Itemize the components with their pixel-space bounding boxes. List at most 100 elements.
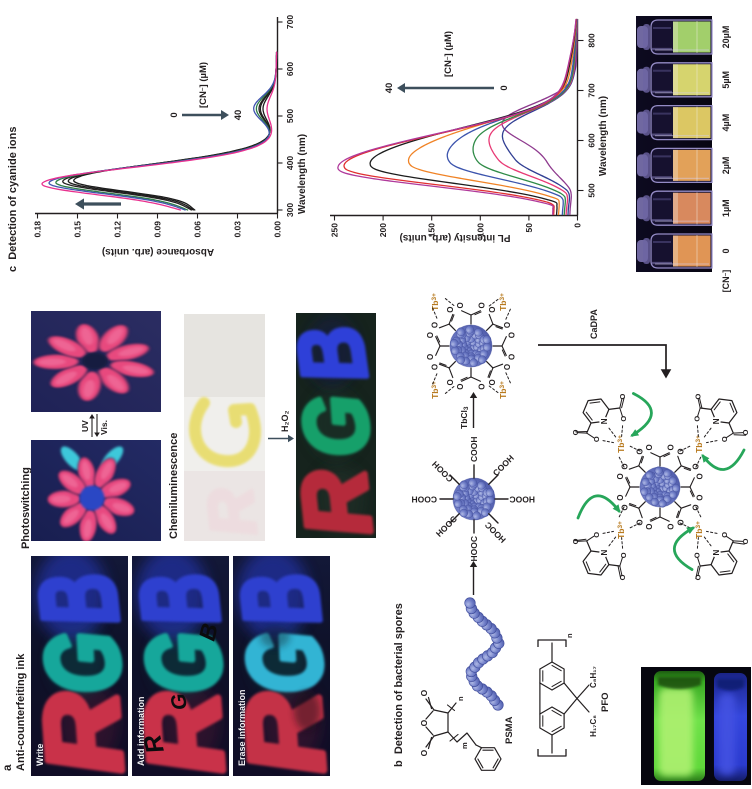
svg-text:200: 200 (378, 223, 388, 237)
svg-text:C₈H₁₇: C₈H₁₇ (589, 666, 598, 688)
svg-text:O: O (693, 574, 702, 580)
svg-text:40: 40 (233, 110, 244, 121)
svg-text:PFO: PFO (600, 692, 611, 712)
svg-text:Tb3+: Tb3+ (498, 381, 508, 399)
svg-text:0: 0 (573, 223, 583, 228)
svg-text:G: G (167, 692, 192, 711)
svg-text:700: 700 (285, 15, 295, 29)
svg-text:N: N (712, 418, 721, 424)
svg-text:O: O (741, 429, 750, 435)
svg-text:Tb3+: Tb3+ (430, 293, 440, 311)
svg-text:O: O (446, 306, 455, 312)
svg-text:c Detection of cyanide ions: c Detection of cyanide ions (7, 127, 19, 272)
svg-text:HOOC: HOOC (469, 536, 479, 562)
svg-text:0.18: 0.18 (33, 221, 43, 238)
svg-text:O: O (693, 552, 702, 558)
svg-text:TbCl3: TbCl3 (459, 406, 470, 429)
svg-text:PSMA: PSMA (504, 716, 515, 744)
svg-text:50: 50 (524, 223, 534, 233)
svg-text:COOH: COOH (491, 453, 516, 478)
svg-text:Photoswitching: Photoswitching (20, 467, 32, 549)
svg-text:1µM: 1µM (721, 199, 731, 217)
svg-text:O: O (676, 519, 685, 525)
svg-text:b Detection of bacterial spor: b Detection of bacterial spores (393, 603, 405, 767)
svg-text:O: O (645, 444, 654, 450)
svg-text:COOH: COOH (412, 495, 438, 505)
svg-text:O: O (571, 429, 580, 435)
svg-text:0.09: 0.09 (153, 221, 163, 238)
svg-text:O: O (618, 574, 627, 580)
svg-text:HOOC: HOOC (510, 495, 536, 505)
svg-text:O: O (620, 504, 629, 510)
svg-text:[CN–] (µM): [CN–] (µM) (198, 62, 209, 108)
svg-text:O: O (618, 394, 627, 400)
svg-text:HOOC: HOOC (483, 520, 508, 545)
svg-text:O: O (507, 354, 516, 360)
svg-text:O: O (456, 383, 465, 389)
svg-text:Tb3+: Tb3+ (616, 435, 626, 453)
svg-text:0.06: 0.06 (193, 221, 203, 238)
svg-text:a: a (2, 764, 14, 771)
svg-text:150: 150 (427, 223, 437, 237)
svg-text:O: O (693, 394, 702, 400)
svg-text:B: B (15, 568, 141, 632)
svg-text:G: G (24, 629, 143, 697)
svg-text:O: O (720, 532, 729, 538)
svg-text:PL intensity (arb. units): PL intensity (arb. units) (400, 232, 511, 243)
svg-text:[CN–] (µM): [CN–] (µM) (443, 31, 454, 77)
svg-text:600: 600 (587, 133, 597, 147)
svg-text:500: 500 (285, 109, 295, 123)
svg-text:CaDPA: CaDPA (589, 309, 599, 339)
svg-text:O: O (456, 302, 465, 308)
svg-text:O: O (666, 444, 675, 450)
svg-text:400: 400 (285, 156, 295, 170)
svg-text:0: 0 (499, 85, 510, 90)
svg-text:O: O (616, 473, 625, 479)
svg-text:0.03: 0.03 (233, 221, 243, 238)
svg-text:O: O (419, 689, 429, 696)
svg-text:R: R (193, 485, 270, 540)
svg-text:O: O (571, 538, 580, 544)
svg-text:O: O (616, 494, 625, 500)
svg-text:n: n (456, 696, 465, 701)
svg-text:H₂O₂: H₂O₂ (280, 411, 290, 433)
svg-text:N: N (712, 549, 721, 555)
svg-text:20µM: 20µM (721, 26, 731, 49)
svg-text:COOH: COOH (469, 437, 479, 463)
svg-text:O: O (592, 532, 601, 538)
svg-text:Tb3+: Tb3+ (430, 381, 440, 399)
svg-text:O: O (478, 383, 487, 389)
svg-text:O: O (419, 719, 429, 726)
svg-text:O: O (666, 523, 675, 529)
svg-text:B: B (278, 320, 387, 390)
svg-text:G: G (285, 392, 389, 461)
svg-text:Tb3+: Tb3+ (694, 435, 704, 453)
svg-text:HOOC: HOOC (434, 514, 459, 539)
svg-text:O: O (720, 436, 729, 442)
svg-text:Chemiluminescence: Chemiluminescence (168, 433, 180, 539)
svg-text:O: O (592, 436, 601, 442)
svg-text:2µM: 2µM (721, 157, 731, 175)
svg-text:0.15: 0.15 (73, 221, 83, 238)
svg-text:O: O (488, 379, 497, 385)
svg-text:100: 100 (475, 223, 485, 237)
svg-text:40: 40 (384, 83, 395, 94)
svg-text:O: O (430, 364, 439, 370)
svg-text:500: 500 (587, 183, 597, 197)
svg-text:O: O (620, 463, 629, 469)
svg-text:O: O (676, 448, 685, 454)
svg-text:300: 300 (285, 203, 295, 217)
svg-text:Erase information: Erase information (237, 689, 247, 766)
svg-text:800: 800 (587, 33, 597, 47)
svg-text:Wavelength (nm): Wavelength (nm) (598, 96, 609, 176)
svg-text:0.12: 0.12 (113, 221, 123, 238)
svg-text:B: B (194, 621, 223, 643)
svg-text:O: O (695, 473, 704, 479)
svg-text:H₁₇C₈: H₁₇C₈ (589, 715, 598, 737)
svg-text:Tb3+: Tb3+ (694, 521, 704, 539)
svg-text:Anti-counterfeiting ink: Anti-counterfeiting ink (15, 653, 27, 771)
svg-text:O: O (741, 538, 750, 544)
svg-text:O: O (503, 364, 512, 370)
svg-text:O: O (426, 354, 435, 360)
svg-text:m: m (460, 742, 469, 749)
